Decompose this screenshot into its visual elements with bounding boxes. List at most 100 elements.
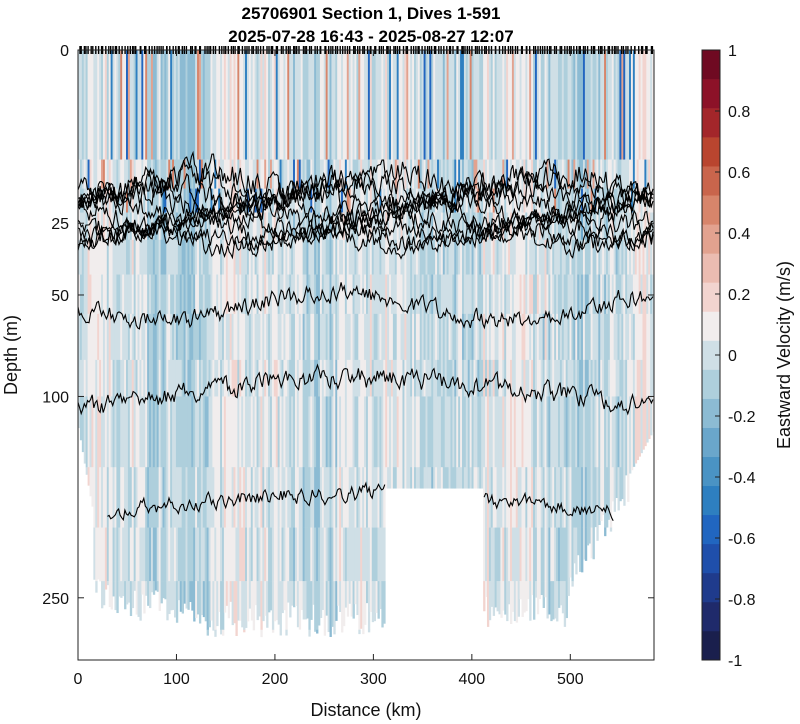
colorbar-swatch [702, 572, 720, 603]
heatmap-cell [108, 396, 112, 468]
heatmap-cell [164, 527, 167, 582]
heatmap-cell [504, 527, 507, 582]
heatmap-cell [198, 467, 202, 528]
heatmap-cell [175, 527, 179, 582]
heatmap-cell [206, 50, 209, 160]
heatmap-cell [93, 527, 96, 580]
heatmap-cell [79, 50, 83, 160]
heatmap-cell [273, 313, 277, 361]
heatmap-cell [427, 396, 430, 468]
heatmap-cell [385, 274, 388, 315]
heatmap-cell [358, 527, 361, 582]
heatmap-cell [106, 467, 110, 528]
heatmap-cell [625, 359, 628, 397]
heatmap-cell [569, 359, 572, 397]
heatmap-cell [218, 239, 221, 275]
heatmap-cell [145, 50, 148, 160]
heatmap-cell [120, 359, 123, 397]
heatmap-cell [360, 239, 363, 275]
heatmap-cell [533, 188, 536, 213]
heatmap-cell [229, 159, 232, 189]
heatmap-cell [321, 467, 325, 528]
heatmap-cell [139, 274, 142, 315]
heatmap-cell [93, 212, 96, 241]
heatmap-cell [362, 581, 365, 631]
heatmap-cell [294, 396, 298, 468]
heatmap-cell [193, 581, 196, 622]
heatmap-cell [511, 313, 515, 361]
heatmap-cell [137, 313, 140, 361]
heatmap-cell [515, 581, 519, 623]
heatmap-cell [550, 581, 553, 622]
heatmap-cell [87, 467, 90, 486]
heatmap-cell [567, 50, 570, 160]
heatmap-cell [175, 313, 179, 361]
heatmap-cell [421, 159, 424, 189]
heatmap-cell [118, 527, 121, 582]
heatmap-cell [160, 467, 163, 528]
heatmap-cell [147, 313, 150, 361]
heatmap-cell [475, 159, 478, 189]
heatmap-cell [110, 396, 113, 468]
heatmap-cell [640, 359, 643, 397]
heatmap-cell [300, 274, 304, 315]
heatmap-cell [187, 50, 190, 160]
heatmap-cell [137, 396, 140, 468]
heatmap-cell [200, 467, 204, 528]
heatmap-cell [650, 212, 653, 241]
heatmap-cell [396, 274, 400, 315]
heatmap-cell [137, 50, 140, 160]
heatmap-cell [342, 239, 346, 275]
heatmap-cell [262, 159, 265, 189]
heatmap-cell [279, 212, 282, 241]
heatmap-cell [237, 359, 240, 397]
heatmap-cell [504, 50, 507, 160]
heatmap-cell [133, 467, 136, 528]
heatmap-cell [546, 467, 549, 528]
heatmap-cell [533, 50, 536, 160]
heatmap-cell [558, 581, 561, 608]
heatmap-cell [504, 581, 507, 615]
heatmap-cell [521, 527, 524, 582]
heatmap-cell [129, 467, 133, 528]
heatmap-cell [492, 50, 496, 160]
heatmap-cell [519, 581, 522, 600]
heatmap-cell [277, 212, 280, 241]
heatmap-cell [166, 159, 169, 189]
heatmap-cell [584, 50, 588, 160]
heatmap-cell [506, 359, 509, 397]
heatmap-cell [452, 396, 455, 468]
heatmap-cell [210, 359, 213, 397]
heatmap-cell [110, 359, 113, 397]
heatmap-cell [627, 467, 630, 502]
heatmap-cell [241, 159, 244, 189]
heatmap-cell [318, 274, 321, 315]
heatmap-cell [379, 159, 382, 189]
heatmap-cell [644, 239, 647, 275]
heatmap-cell [79, 313, 83, 361]
heatmap-cell [354, 313, 357, 361]
heatmap-cell [241, 50, 244, 160]
heatmap-cell [508, 396, 511, 468]
heatmap-cell [208, 396, 211, 468]
heatmap-cell [630, 359, 634, 397]
heatmap-cell [304, 50, 307, 160]
heatmap-cell [410, 359, 413, 397]
heatmap-cell [354, 527, 357, 582]
heatmap-cell [143, 274, 146, 315]
heatmap-cell [323, 212, 327, 241]
heatmap-cell [477, 359, 480, 397]
heatmap-cell [139, 50, 142, 160]
heatmap-cell [294, 159, 298, 189]
heatmap-cell [152, 467, 156, 528]
heatmap-cell [358, 313, 361, 361]
heatmap-cell [350, 50, 353, 160]
heatmap-cell [419, 50, 423, 160]
heatmap-cell [166, 581, 169, 621]
heatmap-cell [266, 159, 269, 189]
heatmap-cell [268, 467, 271, 528]
heatmap-cell [611, 467, 615, 502]
heatmap-cell [89, 212, 92, 241]
heatmap-cell [523, 239, 526, 275]
